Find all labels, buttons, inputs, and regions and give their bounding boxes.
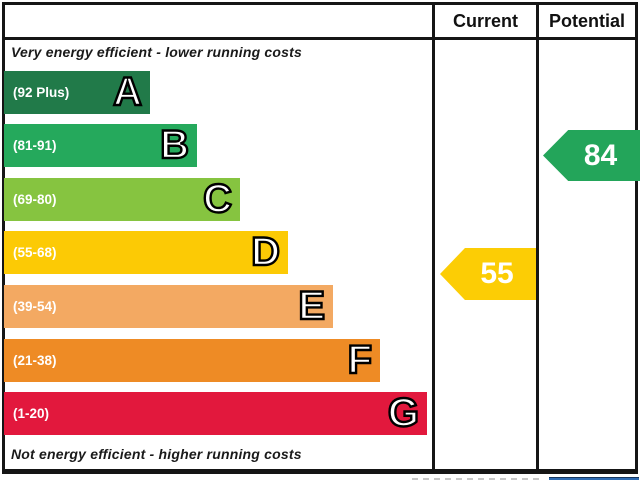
- current-rating-arrow: 55: [440, 248, 536, 300]
- band-letter: C: [202, 176, 233, 221]
- band-range-label: (21-38): [13, 352, 57, 368]
- band-row-e: (39-54) E: [4, 283, 333, 329]
- band-letter: A: [112, 69, 143, 114]
- potential-rating-arrow: 84: [543, 130, 640, 181]
- band-range-label: (1-20): [13, 406, 50, 422]
- bottom-caption: Not energy efficient - higher running co…: [11, 446, 302, 462]
- band-row-g: (1-20) G: [4, 390, 427, 436]
- table-border-right: [635, 2, 638, 474]
- band-row-a: (92 Plus) A: [4, 69, 150, 114]
- band-letter: E: [297, 283, 326, 328]
- top-caption: Very energy efficient - lower running co…: [11, 44, 303, 60]
- band-range-label: (39-54): [13, 298, 57, 314]
- band-range-label: (55-68): [13, 245, 57, 261]
- band-letter: G: [387, 390, 421, 436]
- potential-column-header: Potential: [548, 10, 625, 31]
- potential-rating-value: 84: [583, 138, 618, 172]
- table-border-bottom: [2, 469, 638, 474]
- current-column-header: Current: [452, 10, 518, 31]
- current-column-divider: [432, 2, 435, 469]
- band-letter: D: [250, 230, 281, 275]
- header-underline: [2, 37, 638, 40]
- table-border-top: [2, 2, 638, 5]
- cropped-text-remnant: [412, 478, 544, 480]
- band-row-b: (81-91) B: [4, 122, 197, 168]
- band-letter: F: [346, 337, 373, 382]
- band-row-d: (55-68) D: [4, 230, 288, 275]
- band-range-label: (81-91): [13, 138, 57, 154]
- band-row-f: (21-38) F: [4, 337, 380, 382]
- band-letter: B: [159, 122, 190, 168]
- potential-column-divider: [536, 2, 539, 469]
- band-row-c: (69-80) C: [4, 176, 240, 221]
- band-range-label: (69-80): [13, 191, 57, 207]
- current-rating-value: 55: [480, 257, 514, 290]
- band-range-label: (92 Plus): [13, 84, 70, 100]
- table-border-left: [2, 2, 5, 474]
- eu-flag-cutoff: [549, 477, 639, 480]
